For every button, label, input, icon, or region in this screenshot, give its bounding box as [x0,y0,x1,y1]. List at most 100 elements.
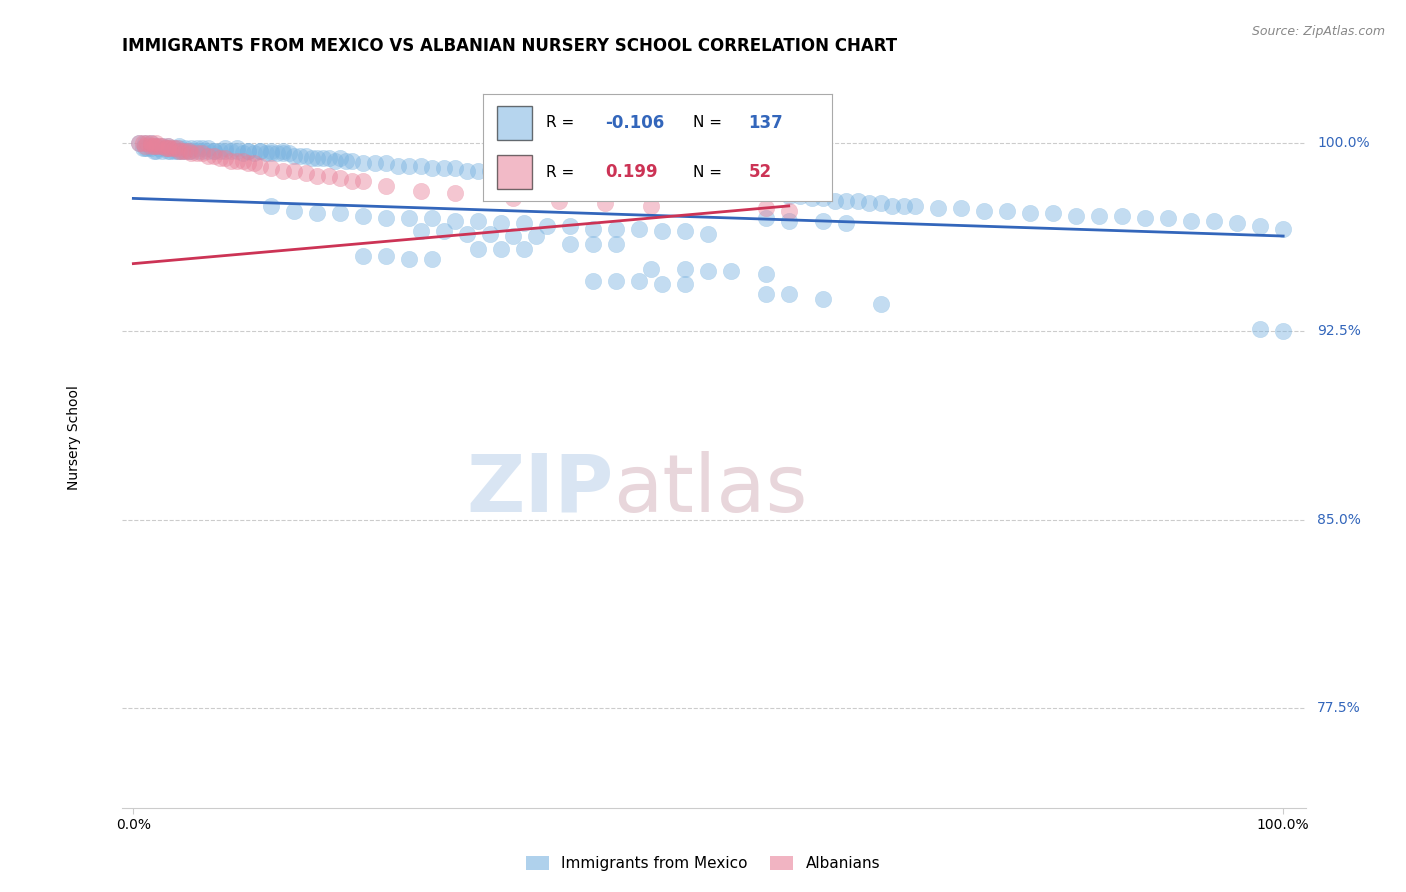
Point [186,146,208,161]
Point [352,156,374,170]
Point [186,144,208,158]
Point [616,174,638,188]
Point [174,141,197,155]
Point [444,161,467,176]
Point [260,199,283,213]
Point [166,144,188,158]
Point [800,191,823,205]
Point [605,236,627,251]
Point [131,136,153,151]
Point [219,153,242,168]
Point [307,206,329,220]
Point [524,229,547,244]
Point [502,191,524,205]
Point [605,221,627,235]
Point [513,217,536,231]
Point [249,144,271,158]
Point [560,236,582,251]
Point [651,224,673,238]
Point [1180,214,1202,228]
Point [697,264,720,278]
Text: 92.5%: 92.5% [1317,325,1361,338]
Point [686,178,709,193]
Point [177,144,200,158]
Point [478,227,501,241]
Point [628,274,651,288]
Point [145,138,167,153]
Point [202,144,225,158]
Point [1272,324,1295,338]
Point [238,156,260,170]
Point [571,171,593,186]
Point [547,169,569,183]
Point [238,144,260,158]
Point [243,146,266,161]
Point [340,153,363,168]
Point [502,166,524,180]
Point [1064,209,1087,223]
Point [288,149,311,163]
Point [329,206,352,220]
Point [307,151,329,165]
Point [249,159,271,173]
Point [159,141,181,155]
Point [197,144,219,158]
Point [673,224,696,238]
Point [208,144,231,158]
Point [232,153,254,168]
Point [673,277,696,291]
Point [433,224,456,238]
Point [214,144,236,158]
Point [148,138,170,153]
Point [893,199,915,213]
Point [174,144,197,158]
Point [312,151,335,165]
Point [536,219,558,233]
Point [238,144,260,158]
Point [283,149,305,163]
Point [869,297,891,311]
Point [162,141,184,155]
Point [651,177,673,191]
Point [950,202,973,216]
Point [697,181,720,195]
Point [398,159,420,173]
Point [995,203,1018,218]
Point [1042,206,1064,220]
Point [225,153,247,168]
Point [277,146,299,161]
Point [139,141,162,155]
Point [375,249,398,263]
Point [143,138,166,153]
Point [150,138,173,153]
Point [1226,217,1249,231]
Point [225,144,247,158]
Point [191,144,214,158]
Point [755,186,778,201]
Point [640,177,662,191]
Point [778,203,800,218]
Point [813,292,835,306]
Point [177,144,200,158]
Point [169,144,191,158]
Point [478,163,501,178]
Point [156,141,179,155]
Point [398,252,420,266]
Point [219,144,242,158]
Point [813,214,835,228]
Point [352,249,374,263]
Point [409,224,432,238]
Point [1249,219,1271,233]
Point [352,174,374,188]
Point [260,161,283,176]
Point [536,169,558,183]
Point [491,217,513,231]
Point [214,151,236,165]
Point [254,146,277,161]
Point [882,199,904,213]
Point [491,166,513,180]
Point [139,138,162,153]
Point [145,138,167,153]
Point [169,141,191,155]
Point [420,211,443,226]
